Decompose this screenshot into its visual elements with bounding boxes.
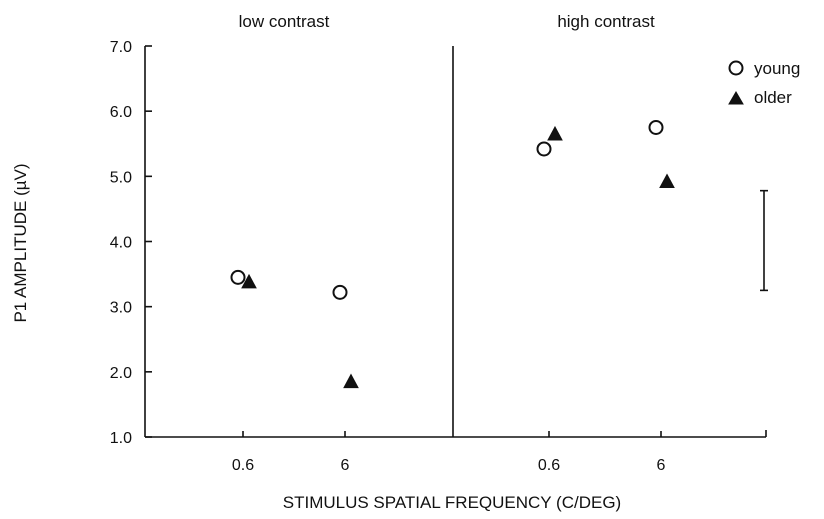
legend: young older [728, 59, 800, 107]
data-point-older [343, 373, 359, 389]
x-axis-ticks: 0.6 6 0.6 6 [232, 431, 666, 474]
axes [144, 46, 767, 438]
data-point-young [332, 284, 348, 300]
legend-young-marker [728, 60, 744, 76]
y-tick-label: 3.0 [110, 300, 132, 317]
y-axis-ticks: 1.0 2.0 3.0 4.0 5.0 6.0 7.0 [110, 39, 152, 447]
legend-older-label: older [754, 88, 792, 107]
y-tick-label: 1.0 [110, 430, 132, 447]
y-tick-label: 7.0 [110, 39, 132, 56]
x-tick-label: 6 [341, 457, 350, 474]
y-tick-label: 4.0 [110, 235, 132, 252]
data-point-older [659, 173, 675, 189]
panel-title-high-contrast: high contrast [557, 12, 655, 31]
y-tick-label: 2.0 [110, 365, 132, 382]
data-point-older [547, 125, 563, 141]
data-point-young [648, 119, 664, 135]
data-point-young [230, 269, 246, 285]
legend-older-marker [728, 91, 744, 105]
error-bar [760, 189, 768, 292]
y-axis-title: P1 AMPLITUDE (µV) [11, 163, 30, 322]
y-tick-label: 6.0 [110, 104, 132, 121]
data-points [230, 119, 675, 389]
x-axis-title: STIMULUS SPATIAL FREQUENCY (C/DEG) [283, 493, 621, 512]
x-tick-label: 6 [657, 457, 666, 474]
legend-young-label: young [754, 59, 800, 78]
x-tick-label: 0.6 [232, 457, 254, 474]
data-point-older [241, 273, 257, 289]
panel-title-low-contrast: low contrast [239, 12, 330, 31]
data-point-young [536, 141, 552, 157]
x-tick-label: 0.6 [538, 457, 560, 474]
y-tick-label: 5.0 [110, 169, 132, 186]
